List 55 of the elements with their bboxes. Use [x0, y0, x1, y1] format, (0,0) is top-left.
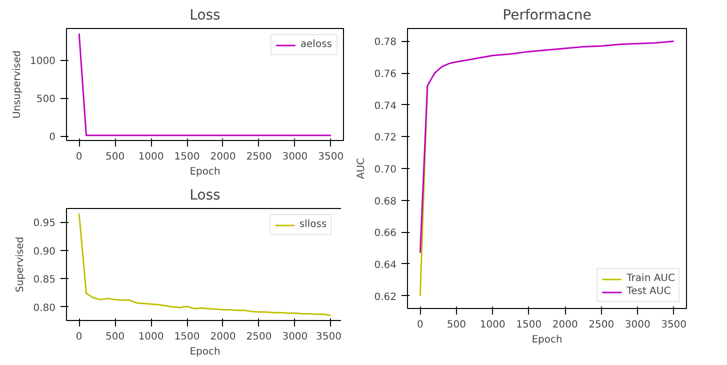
legend-label: Train AUC: [626, 273, 675, 284]
chart-title: Loss: [190, 188, 220, 204]
x-tick-label: 2000: [210, 152, 236, 162]
y-tick-label: 0.76: [374, 69, 396, 80]
x-axis-title: Epoch: [190, 166, 220, 178]
x-tick-label: 0: [417, 320, 424, 330]
y-tick-label: 1000: [30, 56, 56, 68]
y-tick-label: 0.66: [374, 228, 396, 240]
y-tick-label: 0.78: [374, 37, 396, 48]
x-tick-label: 1500: [174, 332, 200, 342]
x-tick-label: 500: [106, 332, 125, 342]
y-tick-label: 0.90: [33, 246, 56, 258]
legend-label: slloss: [299, 219, 327, 230]
y-tick-label: 0.64: [374, 260, 396, 271]
y-tick-label: 0.70: [374, 164, 396, 176]
x-tick-label: 0: [76, 152, 82, 162]
x-tick-label: 500: [446, 320, 466, 330]
y-tick-label: 0.72: [374, 132, 396, 144]
x-axis-title: Epoch: [532, 334, 562, 346]
legend-label: Test AUC: [626, 286, 671, 297]
y-tick-label: 0.80: [33, 302, 56, 314]
x-tick-label: 2000: [552, 320, 578, 330]
x-tick-label: 2500: [246, 152, 272, 162]
x-tick-label: 1000: [138, 332, 164, 342]
y-tick-label: 0.95: [33, 218, 56, 230]
x-tick-label: 3500: [661, 320, 687, 330]
x-tick-label: 2500: [588, 320, 614, 330]
y-tick-label: 0.74: [374, 100, 396, 112]
x-tick-label: 3000: [624, 320, 650, 330]
y-tick-label: 0.85: [33, 274, 56, 286]
x-tick-label: 2000: [210, 332, 236, 342]
y-axis-title: AUC: [356, 158, 368, 180]
chart-title: Loss: [190, 8, 220, 24]
y-axis-title: Unsupervised: [12, 50, 24, 119]
y-tick-label: 500: [36, 94, 56, 106]
x-tick-label: 3500: [318, 152, 344, 162]
x-tick-label: 3000: [282, 152, 308, 162]
x-tick-label: 500: [106, 152, 125, 162]
x-tick-label: 1500: [174, 152, 200, 162]
y-tick-label: 0: [49, 132, 56, 144]
line-series: [419, 40, 675, 254]
line-series: [78, 212, 332, 316]
x-tick-label: 0: [76, 332, 82, 342]
y-tick-label: 0.68: [374, 196, 396, 208]
x-tick-label: 2500: [246, 332, 272, 342]
y-tick-label: 0.62: [374, 292, 396, 303]
legend-label: aeloss: [300, 39, 332, 50]
x-axis-title: Epoch: [190, 346, 220, 358]
x-tick-label: 3500: [316, 332, 342, 342]
chart-title: Performacne: [502, 8, 592, 24]
x-tick-label: 1000: [480, 320, 506, 330]
x-tick-label: 3000: [282, 332, 308, 342]
y-axis-title: Supervised: [15, 236, 26, 292]
x-tick-label: 1000: [138, 152, 164, 162]
x-tick-label: 1500: [516, 320, 542, 330]
